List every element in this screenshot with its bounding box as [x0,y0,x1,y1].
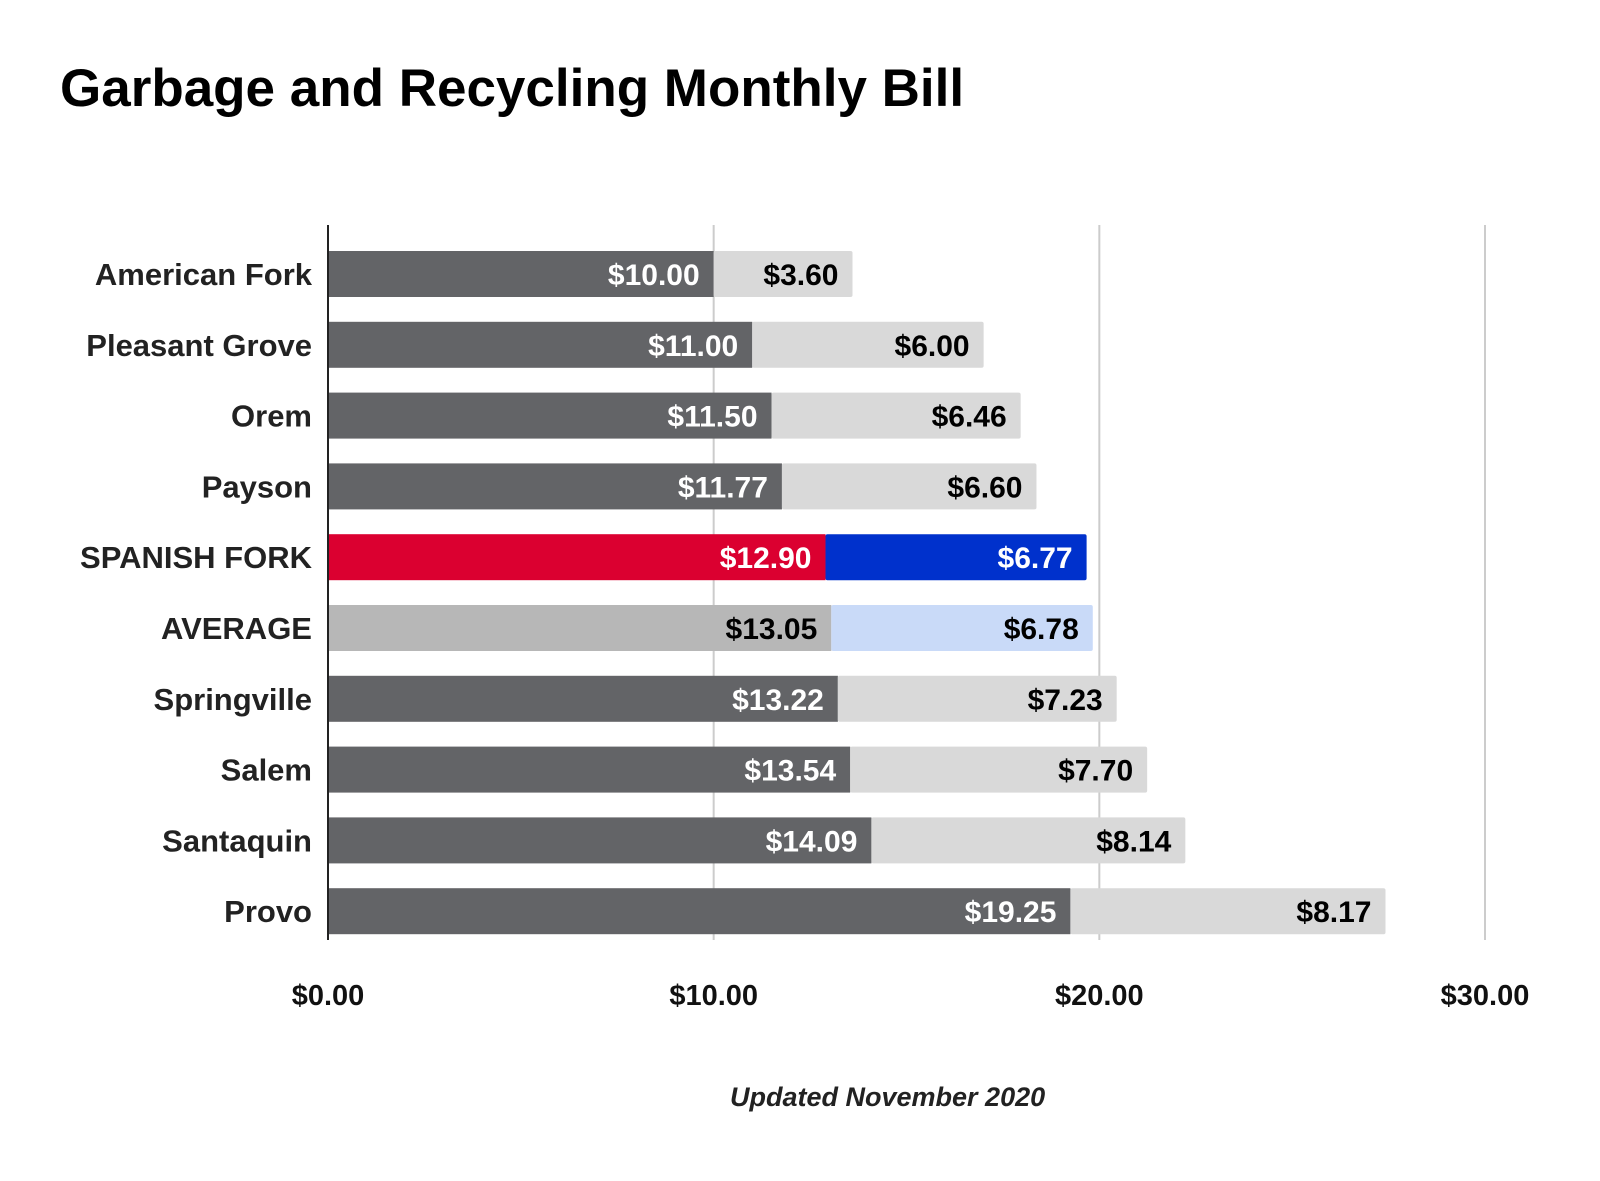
value-label-orem-segment-2: $6.46 [932,401,1007,434]
value-label-spanish-fork-segment-2: $6.77 [998,542,1073,575]
bar-payson-segment-1 [328,463,782,510]
bar-santaquin-segment-1 [328,817,872,864]
bar-santaquin-segment-2 [871,817,1186,864]
value-label-orem-segment-1: $11.50 [667,401,757,434]
bar-provo-segment-1 [328,888,1071,935]
category-label-pleasant-grove: Pleasant Grove [86,328,312,363]
chart-note: Updated November 2020 [730,1082,1046,1112]
category-label-provo: Provo [224,894,312,929]
bar-payson-segment-2 [781,463,1037,510]
labels: $0.00 $10.00 $20.00 $30.00 American Fork $10.… [80,257,1529,1012]
value-label-salem-segment-2: $7.70 [1058,755,1133,788]
category-label-salem: Salem [221,753,312,788]
category-label-spanish-fork: SPANISH FORK [80,540,313,575]
category-label-santaquin: Santaquin [162,823,312,858]
value-label-payson-segment-2: $6.60 [947,471,1022,504]
x-tick-label: $30.00 [1441,980,1530,1012]
bar-orem-segment-1 [328,392,772,439]
value-label-salem-segment-1: $13.54 [744,755,836,788]
bar-pleasant-grove-segment-2 [752,321,984,368]
bar-salem-segment-2 [850,746,1148,793]
category-label-average: AVERAGE [161,611,312,646]
category-label-orem: Orem [231,399,312,434]
x-tick-label: $0.00 [292,980,365,1012]
category-label-payson: Payson [202,469,312,504]
bar-springville-segment-1 [328,675,838,722]
bar-salem-segment-1 [328,746,851,793]
value-label-santaquin-segment-2: $8.14 [1096,825,1171,858]
value-label-springville-segment-2: $7.23 [1028,684,1103,717]
value-label-average-segment-1: $13.05 [726,613,818,646]
value-label-provo-segment-2: $8.17 [1296,896,1371,929]
bars [328,251,1386,935]
value-label-springville-segment-1: $13.22 [732,684,824,717]
value-label-pleasant-grove-segment-2: $6.00 [895,330,970,363]
bar-pleasant-grove-segment-1 [328,321,753,368]
chart-title: Garbage and Recycling Monthly Bill [60,59,965,118]
category-label-springville: Springville [154,682,312,717]
value-label-pleasant-grove-segment-1: $11.00 [648,330,738,363]
value-label-average-segment-2: $6.78 [1004,613,1079,646]
bar-spanish-fork-segment-2 [825,534,1087,581]
bar-spanish-fork-segment-1 [328,534,826,581]
x-tick-label: $10.00 [669,980,758,1012]
bar-american-fork-segment-1 [328,251,714,297]
value-label-spanish-fork-segment-1: $12.90 [720,542,812,575]
bar-springville-segment-2 [837,675,1117,722]
x-tick-label: $20.00 [1055,980,1144,1012]
value-label-provo-segment-1: $19.25 [965,896,1057,929]
category-label-american-fork: American Fork [95,257,313,292]
bar-american-fork-segment-2 [713,251,853,297]
value-label-american-fork-segment-1: $10.00 [608,259,700,292]
bar-provo-segment-2 [1070,888,1386,935]
value-label-payson-segment-1: $11.77 [678,471,768,504]
bar-average-segment-2 [831,605,1093,651]
value-label-american-fork-segment-2: $3.60 [763,259,838,292]
bar-average-segment-1 [328,605,832,651]
bar-orem-segment-2 [771,392,1021,439]
value-label-santaquin-segment-1: $14.09 [766,825,858,858]
